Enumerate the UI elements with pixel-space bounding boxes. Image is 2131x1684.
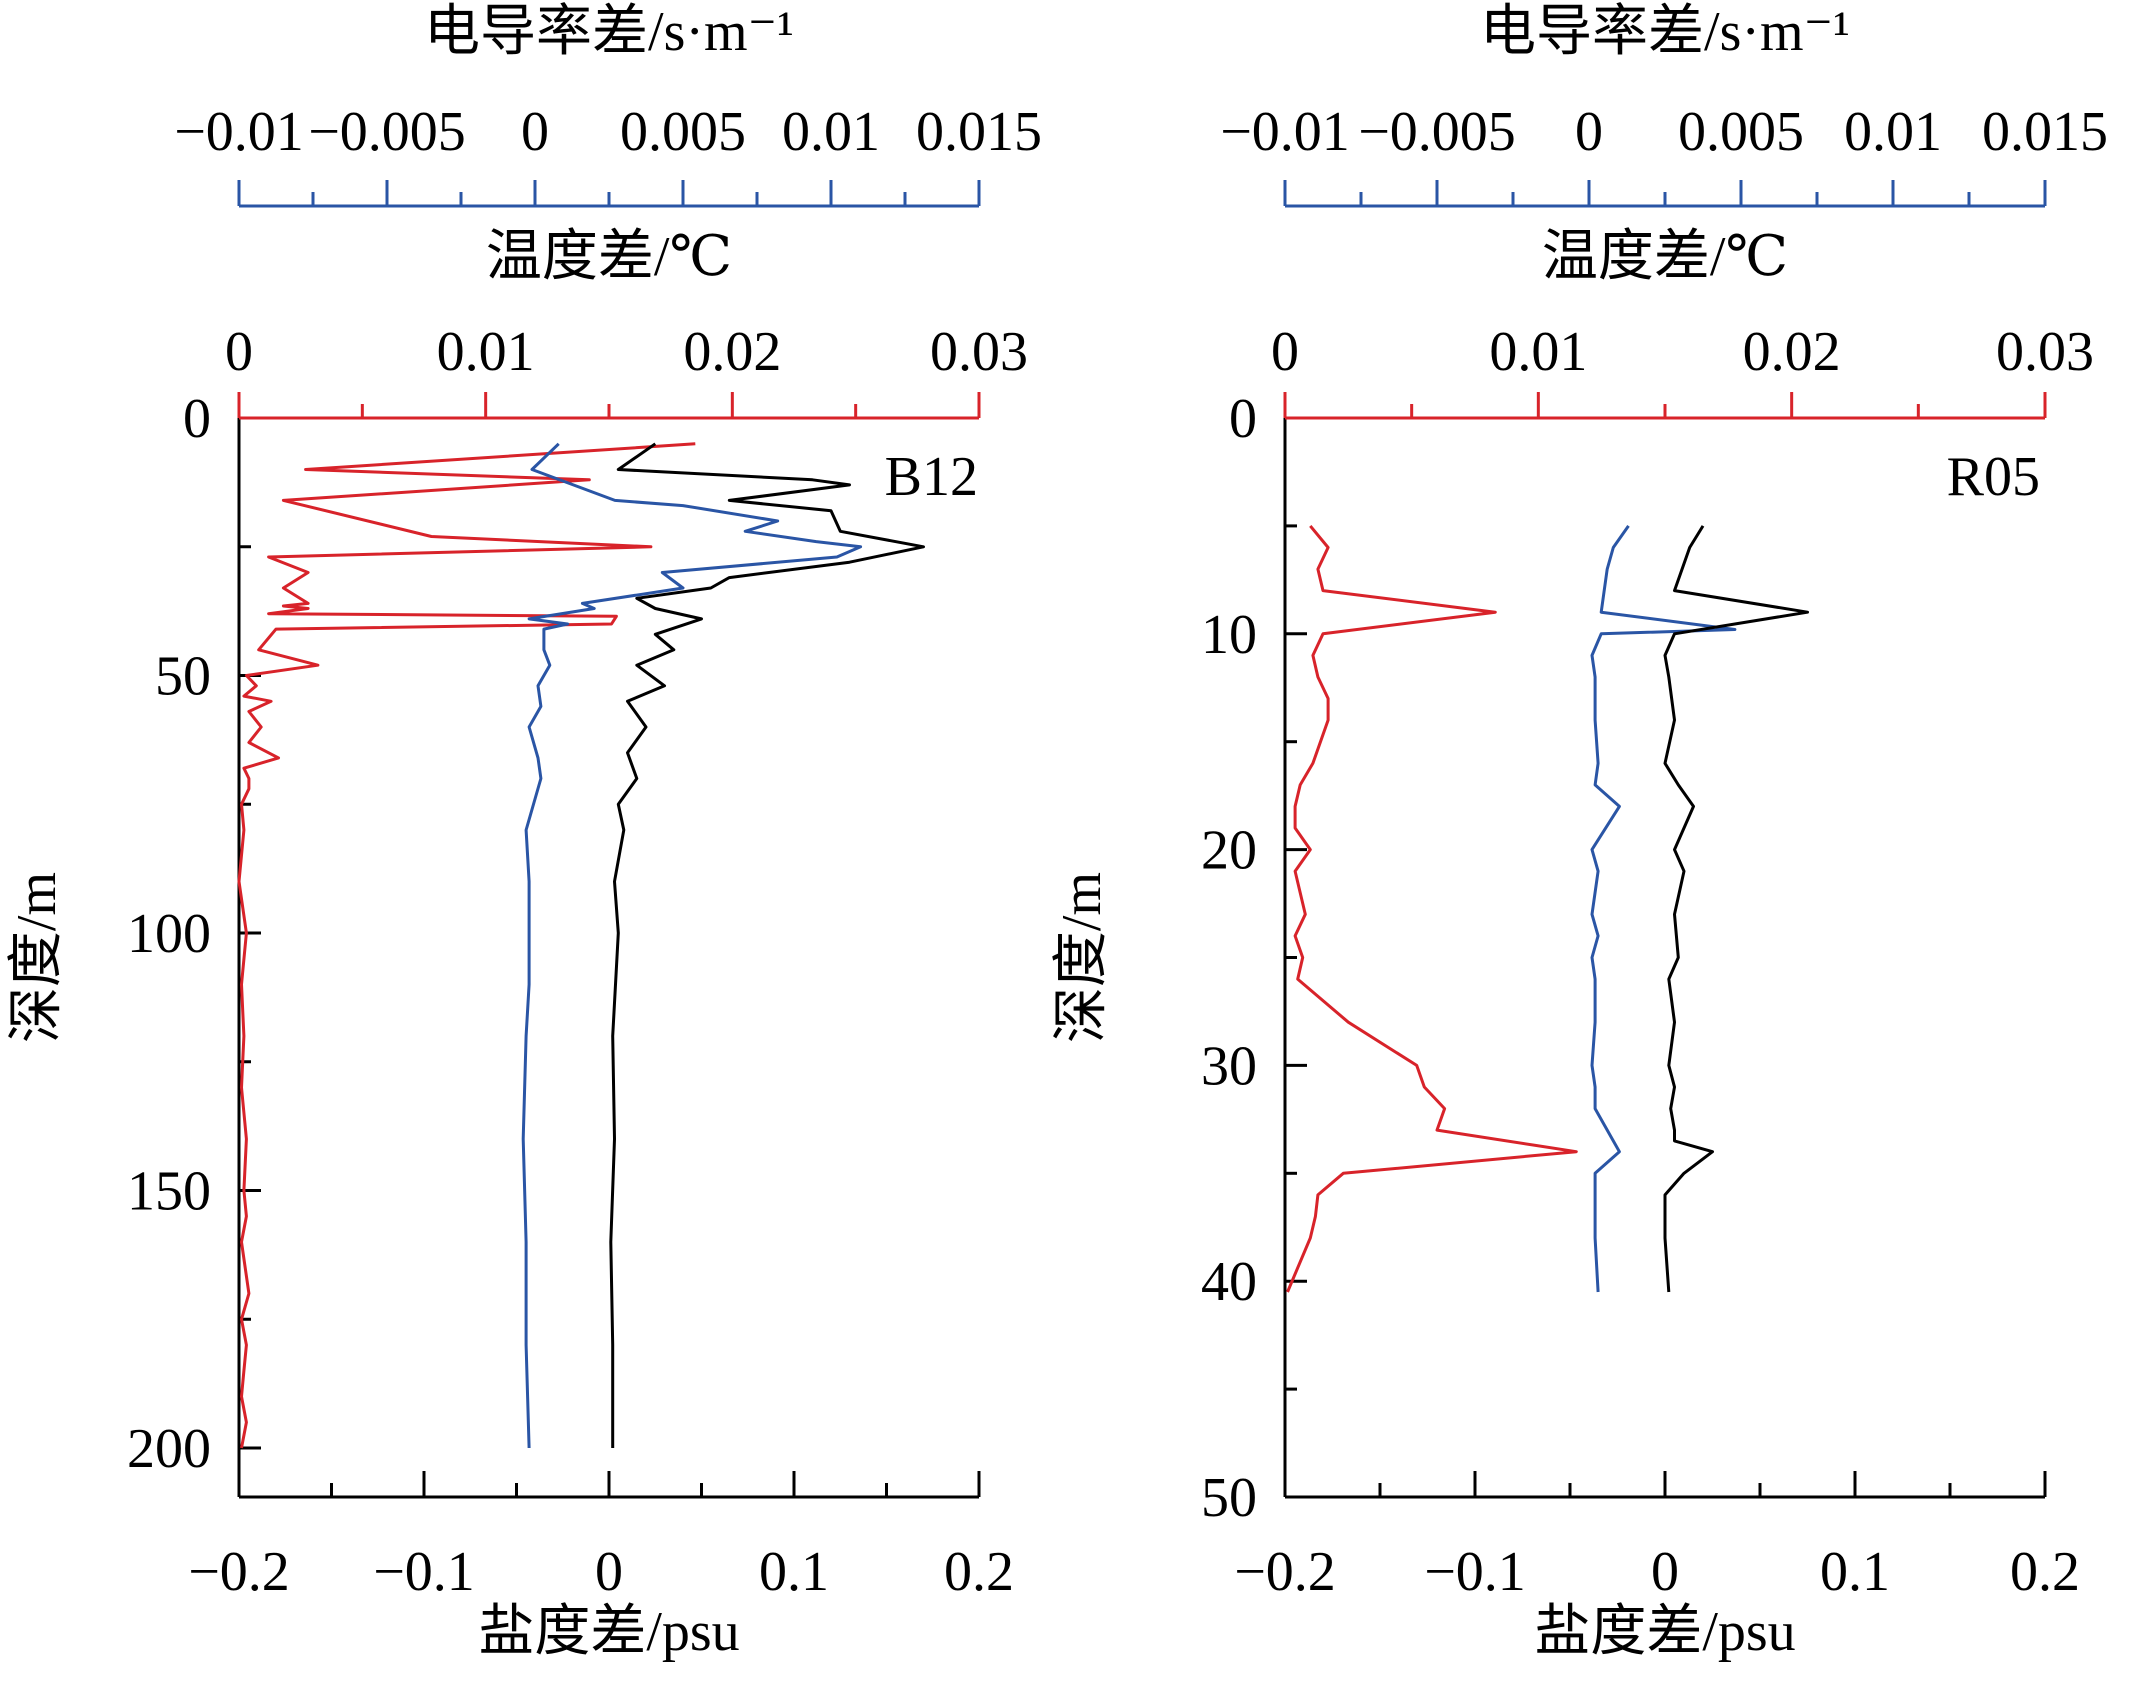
conductivity-tick-label: 0.005	[620, 101, 746, 163]
temperature-tick-label: 0	[1271, 321, 1299, 383]
panel-label: R05	[1947, 446, 2040, 508]
salinity-series-line	[1663, 525, 1809, 1293]
salinity-series-line	[609, 442, 925, 1448]
conductivity-series-line	[521, 442, 863, 1449]
conductivity-axis-title: 电导率差/s·m⁻¹	[424, 1, 794, 63]
temperature-tick-label: 0.01	[1489, 321, 1587, 383]
temperature-tick-label: 0.02	[683, 321, 781, 383]
conductivity-tick-label: −0.01	[1220, 101, 1350, 163]
conductivity-tick-label: 0	[521, 101, 549, 163]
conductivity-tick-label: 0.015	[916, 101, 1042, 163]
salinity-tick-label: −0.1	[373, 1541, 475, 1603]
y-tick-label: 0	[183, 388, 211, 450]
salinity-axis-title: 盐度差/psu	[478, 1601, 739, 1663]
temperature-tick-label: 0.02	[1743, 321, 1841, 383]
salinity-tick-label: 0	[595, 1541, 623, 1603]
salinity-tick-label: 0	[1651, 1541, 1679, 1603]
salinity-tick-label: −0.2	[188, 1541, 290, 1603]
temperature-axis-title: 温度差/℃	[1542, 226, 1788, 288]
panel-label: B12	[885, 446, 978, 508]
y-tick-label: 40	[1201, 1251, 1257, 1313]
conductivity-tick-label: 0.01	[782, 101, 880, 163]
salinity-tick-label: −0.1	[1424, 1541, 1526, 1603]
y-tick-label: 20	[1201, 820, 1257, 882]
conductivity-tick-label: 0	[1575, 101, 1603, 163]
y-tick-label: 50	[155, 646, 211, 708]
y-axis-title: 深度/m	[1051, 872, 1113, 1043]
conductivity-axis-title: 电导率差/s·m⁻¹	[1480, 1, 1850, 63]
y-axis-title: 深度/m	[6, 872, 68, 1043]
salinity-tick-label: 0.2	[944, 1541, 1014, 1603]
y-tick-label: 200	[127, 1418, 211, 1480]
y-tick-label: 150	[127, 1161, 211, 1223]
salinity-axis-title: 盐度差/psu	[1534, 1601, 1795, 1663]
salinity-tick-label: 0.2	[2010, 1541, 2080, 1603]
y-tick-label: 50	[1201, 1467, 1257, 1529]
temperature-tick-label: 0.03	[930, 321, 1028, 383]
conductivity-series-line	[1590, 525, 1737, 1293]
y-tick-label: 100	[127, 903, 211, 965]
temperature-axis-title: 温度差/℃	[486, 226, 732, 288]
salinity-tick-label: 0.1	[1820, 1541, 1890, 1603]
conductivity-tick-label: 0.01	[1844, 101, 1942, 163]
temperature-tick-label: 0.03	[1996, 321, 2094, 383]
temperature-tick-label: 0.01	[437, 321, 535, 383]
y-tick-label: 10	[1201, 604, 1257, 666]
temperature-series-line	[1286, 524, 1578, 1293]
salinity-tick-label: −0.2	[1234, 1541, 1336, 1603]
conductivity-tick-label: −0.005	[308, 101, 466, 163]
y-tick-label: 0	[1229, 388, 1257, 450]
conductivity-tick-label: −0.005	[1358, 101, 1516, 163]
conductivity-tick-label: 0.015	[1982, 101, 2108, 163]
salinity-tick-label: 0.1	[759, 1541, 829, 1603]
temperature-series-line	[237, 442, 696, 1449]
temperature-tick-label: 0	[225, 321, 253, 383]
conductivity-tick-label: −0.01	[174, 101, 304, 163]
conductivity-tick-label: 0.005	[1678, 101, 1804, 163]
y-tick-label: 30	[1201, 1035, 1257, 1097]
